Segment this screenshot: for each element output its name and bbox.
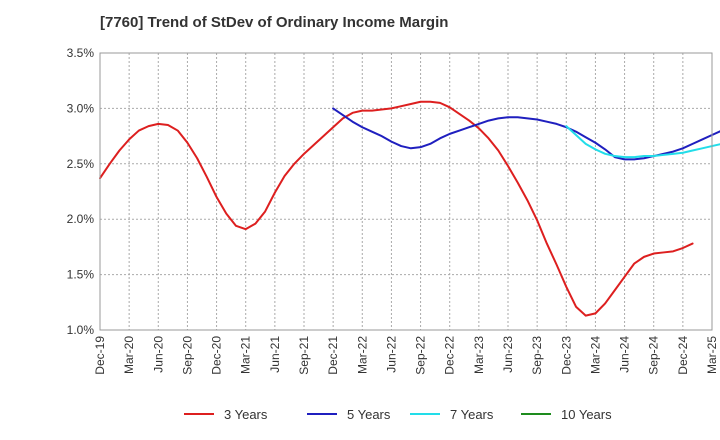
- y-tick-label: 2.5%: [67, 157, 95, 171]
- x-tick-label: Mar-24: [588, 336, 602, 374]
- grid-layer: [100, 53, 712, 330]
- x-tick-label: Dec-24: [676, 336, 690, 375]
- x-tick-label: Sep-21: [297, 336, 311, 375]
- legend-label: 3 Years: [224, 407, 268, 422]
- x-tick-label: Jun-22: [384, 336, 398, 373]
- x-tick-label: Sep-20: [180, 336, 194, 375]
- x-tick-label: Dec-23: [559, 336, 573, 375]
- x-tick-label: Sep-22: [414, 336, 428, 375]
- x-tick-label: Sep-24: [647, 336, 661, 375]
- x-tick-label: Jun-23: [501, 336, 515, 373]
- series-line-3-years: [99, 100, 694, 317]
- x-tick-label: Dec-20: [210, 336, 224, 375]
- legend-label: 5 Years: [347, 407, 391, 422]
- series-layer: [99, 100, 720, 317]
- y-tick-label: 1.5%: [67, 268, 95, 282]
- series-line-5-years: [332, 107, 720, 161]
- x-tick-label: Mar-20: [122, 336, 136, 374]
- chart-title: [7760] Trend of StDev of Ordinary Income…: [100, 14, 449, 31]
- x-tick-label: Jun-21: [268, 336, 282, 373]
- x-tick-label: Mar-21: [239, 336, 253, 374]
- x-tick-label: Jun-24: [618, 336, 632, 373]
- x-tick-label: Jun-20: [151, 336, 165, 373]
- x-tick-label: Mar-22: [355, 336, 369, 374]
- legend-label: 10 Years: [561, 407, 612, 422]
- y-tick-label: 2.0%: [67, 212, 95, 226]
- y-axis-ticks: 1.0% 1.5% 2.0% 2.5% 3.0% 3.5%: [67, 46, 95, 337]
- x-tick-label: Dec-21: [326, 336, 340, 375]
- x-tick-label: Mar-25: [705, 336, 719, 374]
- x-tick-label: Dec-22: [443, 336, 457, 375]
- x-tick-label: Sep-23: [530, 336, 544, 375]
- x-tick-label: Mar-23: [472, 336, 486, 374]
- y-tick-label: 3.5%: [67, 46, 95, 60]
- x-axis-ticks: Dec-19 Mar-20 Jun-20 Sep-20 Dec-20 Mar-21 Jun-…: [93, 336, 719, 375]
- y-tick-label: 3.0%: [67, 101, 95, 115]
- series-line-7-years: [565, 125, 720, 159]
- y-tick-label: 1.0%: [67, 323, 95, 337]
- legend: 3 Years 5 Years 7 Years 10 Years: [184, 407, 612, 422]
- x-tick-label: Dec-19: [93, 336, 107, 375]
- plot-frame: [99, 52, 713, 331]
- legend-label: 7 Years: [450, 407, 494, 422]
